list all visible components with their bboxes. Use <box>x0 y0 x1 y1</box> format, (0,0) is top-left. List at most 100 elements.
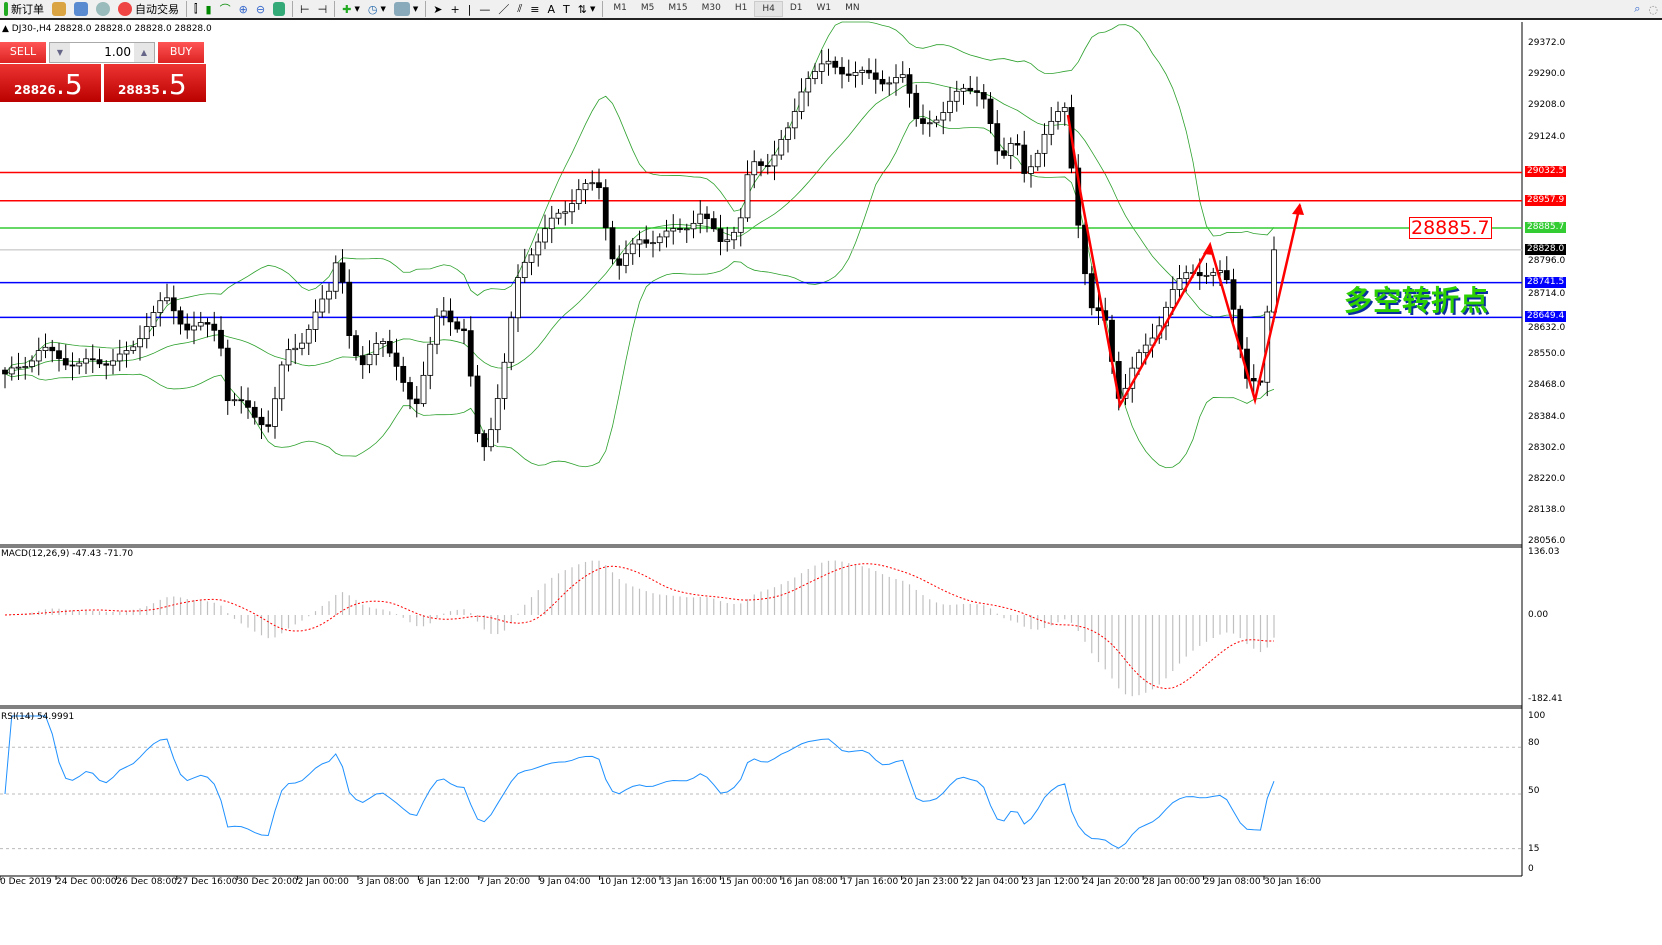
candle-body <box>501 361 508 399</box>
horizontal-line-button[interactable]: — <box>475 0 494 18</box>
sell-price-button[interactable]: 28826.5 <box>0 64 101 102</box>
turning-point-annotation[interactable]: 多空转折点 <box>1344 284 1490 317</box>
separator <box>425 1 427 17</box>
candle-body <box>839 66 845 75</box>
candle-body <box>96 359 103 365</box>
candle-body <box>920 118 926 124</box>
price-tick-label: 28138.0 <box>1528 504 1566 515</box>
periods-button[interactable]: ◷ ▼ <box>364 0 390 18</box>
one-click-trading-panel: SELL ▼ 1.00 ▲ BUY 28826.5 28835.5 <box>0 42 206 102</box>
chat-button[interactable]: ◌ <box>1644 0 1662 18</box>
text-label-button[interactable]: T <box>559 0 574 18</box>
candle-body <box>1021 144 1028 174</box>
timeframe-d1[interactable]: D1 <box>789 3 803 13</box>
candle-body <box>346 281 353 336</box>
crosshair-icon: + <box>450 2 460 16</box>
cursor-button[interactable]: ➤ <box>429 0 446 18</box>
market-watch-button[interactable] <box>70 0 92 18</box>
candle-body <box>2 369 8 375</box>
time-tick-label: 10 Jan 12:00 <box>599 877 657 887</box>
sell-button[interactable]: SELL <box>0 42 46 63</box>
equidistant-channel-button[interactable]: ⫽ <box>513 0 526 18</box>
candle-body <box>967 87 974 92</box>
line-chart-button[interactable]: ⌒ <box>216 0 235 18</box>
timeframe-m1[interactable]: M1 <box>613 3 627 13</box>
arrows-button[interactable]: ⇅ ▼ <box>574 0 600 18</box>
history-icon <box>52 2 66 16</box>
periods-icon: ◷ <box>367 2 378 16</box>
candle-body <box>312 311 319 330</box>
collapse-arrow-icon[interactable]: ▲ <box>2 24 12 34</box>
price-tick-label: 28220.0 <box>1528 473 1566 484</box>
crosshair-button[interactable]: + <box>446 0 463 18</box>
candle-body <box>1028 166 1034 174</box>
candle-body <box>690 222 697 230</box>
time-tick-label: 2 Jan 00:00 <box>297 877 349 887</box>
lot-size-input[interactable]: 1.00 <box>104 45 131 59</box>
trendline-button[interactable]: ／ <box>494 0 513 18</box>
candle-body <box>1082 224 1088 275</box>
search-button[interactable]: ⌕ <box>1630 0 1644 18</box>
candle-body <box>866 69 872 74</box>
timeframe-m5[interactable]: M5 <box>640 3 655 13</box>
time-tick-label: 20 Jan 23:00 <box>901 877 959 887</box>
tile-windows-button[interactable] <box>269 0 289 18</box>
chat-icon: ◌ <box>1648 2 1658 16</box>
timeframe-h1[interactable]: H1 <box>734 3 748 13</box>
vertical-line-icon: | <box>467 2 472 16</box>
candle-body <box>569 203 575 213</box>
candle-body <box>893 77 899 84</box>
autoscroll-button[interactable]: ⊣ <box>314 0 332 18</box>
candle-body <box>872 72 879 80</box>
buy-button[interactable]: BUY <box>158 42 204 63</box>
candle-body <box>974 90 980 93</box>
timeframe-mn[interactable]: MN <box>845 3 860 13</box>
auto-trading-button[interactable]: 自动交易 <box>114 0 183 18</box>
signals-button[interactable] <box>92 0 114 18</box>
vertical-line-button[interactable]: | <box>464 0 476 18</box>
lot-decrease-icon[interactable]: ▼ <box>50 43 70 62</box>
dropdown-icon: ▼ <box>380 5 386 13</box>
bar-chart-button[interactable]: ⫿ <box>190 0 202 18</box>
candle-body <box>933 119 940 124</box>
text-button[interactable]: A <box>544 0 560 18</box>
chart-shift-button[interactable]: ⊢ <box>296 0 314 18</box>
new-order-button[interactable]: 新订单 <box>0 0 48 18</box>
level-price-marker: 28741.5 <box>1525 276 1567 288</box>
timeframe-m15[interactable]: M15 <box>668 3 688 13</box>
candlestick-button[interactable]: ▮ <box>202 0 216 18</box>
timeframe-w1[interactable]: W1 <box>816 3 832 13</box>
candle-body <box>947 100 953 113</box>
candle-body <box>366 354 373 366</box>
time-axis[interactable]: 0 Dec 2019 24 Dec 00:00 26 Dec 08:00 27 Dec… <box>0 876 1520 890</box>
candle-body <box>110 360 116 366</box>
candle-body <box>737 217 744 233</box>
candle-body <box>245 400 251 408</box>
horizontal-line-icon: — <box>479 2 491 16</box>
history-button[interactable] <box>48 0 70 18</box>
candle-body <box>62 358 69 366</box>
timeframe-m30[interactable]: M30 <box>701 3 721 13</box>
zoom-out-button[interactable]: ⊖ <box>252 0 269 18</box>
candle-body <box>467 330 474 377</box>
lot-size-stepper[interactable]: ▼ 1.00 ▲ <box>49 42 155 63</box>
candle-body <box>785 127 791 140</box>
chart-canvas[interactable] <box>0 20 1662 890</box>
macd-signal-line <box>4 563 1275 690</box>
time-tick-label: 13 Jan 16:00 <box>660 877 717 887</box>
tile-windows-icon <box>273 2 286 16</box>
fibonacci-button[interactable]: ≡ <box>526 0 543 18</box>
buy-price-button[interactable]: 28835.5 <box>104 64 206 102</box>
new-chart-button[interactable]: ✚ ▼ <box>338 0 364 18</box>
timeframe-h4[interactable]: H4 <box>754 1 783 17</box>
candle-body <box>629 243 636 255</box>
time-tick-label: 28 Jan 00:00 <box>1143 877 1201 887</box>
templates-button[interactable]: ▼ <box>390 0 422 18</box>
candle-body <box>224 347 231 402</box>
zoom-in-button[interactable]: ⊕ <box>235 0 252 18</box>
candle-body <box>825 60 832 65</box>
candle-body <box>332 262 339 292</box>
lot-increase-icon[interactable]: ▲ <box>134 43 154 62</box>
price-annotation-label[interactable]: 28885.7 <box>1409 217 1492 239</box>
time-tick-label: 6 Jan 12:00 <box>418 877 470 887</box>
